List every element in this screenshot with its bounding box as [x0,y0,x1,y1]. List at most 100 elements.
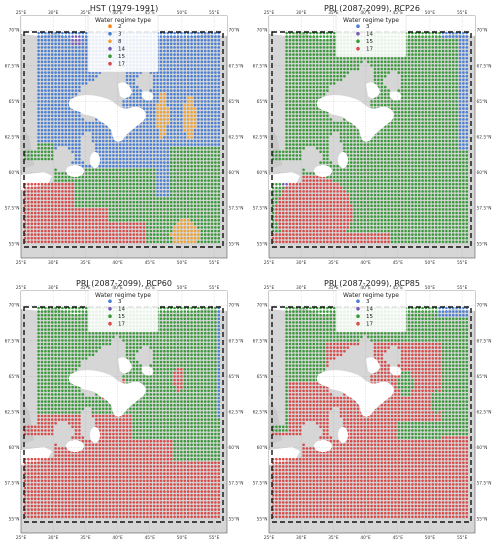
grid-cell-15 [411,143,414,146]
grid-cell-3 [203,74,207,78]
grid-cell-15 [322,136,326,139]
grid-cell-15 [122,179,125,182]
grid-cell-15 [288,107,292,110]
grid-cell-15 [417,164,421,168]
grid-cell-15 [387,132,390,136]
grid-cell-17 [50,211,54,215]
grid-cell-15 [448,96,452,100]
grid-cell-15 [108,179,112,182]
grid-cell-15 [326,146,329,150]
grid-cell-15 [88,200,91,204]
grid-cell-3 [207,103,210,107]
grid-cell-3 [44,53,47,56]
grid-cell-15 [411,110,414,114]
grid-cell-15 [326,46,329,49]
grid-cell-3 [57,125,61,128]
grid-cell-15 [319,74,322,78]
grid-cell-15 [146,182,149,186]
grid-cell-3 [465,92,469,96]
grid-cell-15 [298,121,302,125]
grid-cell-3 [462,114,465,118]
grid-cell-15 [380,71,384,74]
grid-cell-15 [166,208,170,211]
grid-cell-15 [176,208,180,211]
grid-cell-15 [370,64,373,67]
grid-cell-15 [315,82,319,85]
grid-cell-3 [462,96,465,100]
grid-cell-15 [149,218,153,222]
grid-cell-3 [37,64,40,67]
grid-cell-15 [451,143,455,146]
grid-cell-15 [387,67,390,71]
grid-cell-3 [180,53,183,56]
grid-cell-15 [183,200,187,204]
grid-cell-15 [431,139,435,143]
grid-cell-17 [125,233,129,236]
grid-cell-3 [152,89,156,92]
grid-cell-15 [377,143,380,146]
lat-tick-label: 67.5°N [229,63,244,69]
grid-cell-17 [54,204,57,208]
grid-cell-3 [163,74,166,78]
grid-cell-17 [61,222,64,226]
grid-cell-15 [200,229,204,233]
grid-cell-15 [305,53,309,56]
grid-cell-15 [152,197,156,200]
grid-cell-3 [186,53,190,56]
grid-cell-15 [193,168,197,172]
grid-cell-3 [217,118,221,121]
grid-cell-3 [176,85,180,89]
grid-cell-3 [50,64,54,67]
grid-cell-3 [98,128,102,132]
grid-cell-15 [200,164,204,168]
grid-cell-15 [349,150,353,154]
grid-cell-15 [400,143,404,146]
grid-cell-15 [448,46,452,49]
grid-cell-17 [30,204,34,208]
grid-cell-15 [404,56,407,60]
grid-cell-17 [71,240,74,244]
grid-cell-3 [57,78,61,82]
grid-cell-15 [122,211,125,215]
grid-cell-15 [105,182,108,186]
grid-cell-15 [394,121,397,125]
grid-cell-3 [193,46,197,49]
grid-cell-15 [397,136,401,139]
grid-cell-3 [108,157,112,161]
grid-cell-3 [54,110,57,114]
grid-cell-17 [61,233,64,236]
grid-cell-15 [54,179,57,182]
grid-cell-17 [47,204,51,208]
grid-cell-15 [295,96,299,100]
grid-cell-3 [197,60,200,64]
grid-cell-3 [180,56,183,60]
grid-cell-15 [448,103,452,107]
grid-cell-15 [298,118,302,121]
grid-cell-3 [118,157,122,161]
grid-cell-3 [129,143,132,146]
grid-cell-3 [152,136,156,139]
grid-cell-3 [47,139,51,143]
grid-cell-3 [458,67,462,71]
grid-cell-3 [458,107,462,110]
grid-cell-15 [451,74,455,78]
grid-cell-3 [50,85,54,89]
grid-cell-3 [61,38,64,42]
grid-cell-3 [210,64,214,67]
grid-cell-15 [390,67,394,71]
grid-cell-3 [47,53,51,56]
lon-tick-label: 45°E [145,260,156,266]
grid-cell-15 [411,96,414,100]
grid-cell-3 [149,128,153,132]
grid-cell-15 [315,35,319,38]
grid-cell-3 [183,136,187,139]
grid-cell-15 [210,240,214,244]
grid-cell-15 [210,197,214,200]
grid-cell-15 [298,56,302,60]
grid-cell-3 [129,82,132,85]
grid-cell-15 [438,42,441,46]
grid-cell-15 [455,71,458,74]
grid-cell-15 [407,46,411,49]
grid-cell-15 [424,128,428,132]
grid-cell-15 [434,154,438,157]
